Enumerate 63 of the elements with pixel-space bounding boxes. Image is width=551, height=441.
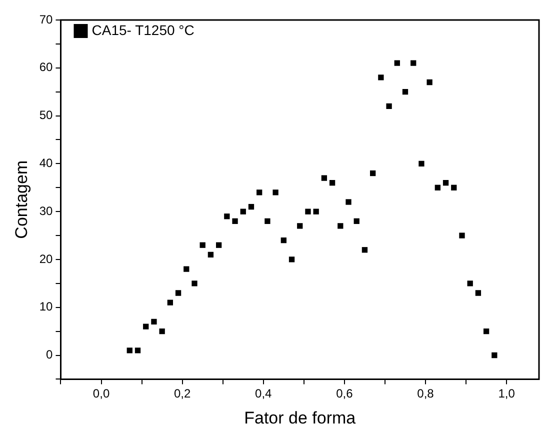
- y-tick-label: 70: [39, 12, 54, 26]
- point: [192, 280, 198, 286]
- point: [159, 328, 165, 334]
- point: [280, 237, 286, 244]
- point: [297, 223, 303, 229]
- y-axis-title: Contagem: [12, 160, 31, 239]
- point: [329, 180, 336, 186]
- point: [208, 252, 214, 258]
- point: [305, 208, 311, 214]
- point: [492, 352, 498, 358]
- point: [321, 175, 328, 181]
- point: [426, 79, 432, 86]
- y-tick-label: 30: [39, 204, 54, 218]
- point: [362, 247, 368, 253]
- point: [264, 218, 270, 224]
- point: [418, 160, 424, 167]
- point: [346, 199, 352, 205]
- point: [167, 300, 174, 306]
- point: [459, 232, 465, 238]
- point: [272, 190, 278, 196]
- point: [338, 223, 344, 229]
- point: [378, 74, 384, 80]
- y-tick-label: 10: [39, 300, 54, 314]
- point: [256, 190, 262, 196]
- point: [410, 60, 416, 66]
- point: [386, 103, 392, 110]
- point: [216, 242, 222, 248]
- x-tick-label: 0,4: [255, 386, 272, 401]
- point: [143, 324, 149, 330]
- point: [434, 184, 441, 190]
- point: [394, 60, 400, 66]
- x-tick-label: 1,0: [498, 386, 516, 401]
- point: [184, 266, 190, 272]
- y-tick-label: 60: [39, 60, 54, 74]
- point: [483, 328, 490, 334]
- point: [475, 290, 482, 296]
- point: [451, 184, 457, 190]
- point: [442, 180, 449, 186]
- point: [232, 218, 238, 224]
- point: [288, 256, 295, 262]
- point: [175, 290, 182, 296]
- x-tick-label: 0,6: [336, 386, 354, 401]
- point: [467, 280, 473, 286]
- point: [313, 208, 319, 214]
- point: [126, 348, 132, 354]
- point: [240, 208, 246, 214]
- point: [402, 89, 408, 95]
- point: [151, 318, 157, 325]
- point: [248, 204, 254, 210]
- point: [200, 242, 206, 248]
- y-tick-label: 50: [39, 108, 54, 122]
- x-tick-label: 0,8: [417, 386, 434, 401]
- y-tick-label: 20: [39, 252, 54, 266]
- y-tick-label: 0: [46, 348, 54, 362]
- y-tick-label: 40: [39, 156, 54, 170]
- point: [134, 348, 141, 354]
- point: [370, 170, 376, 176]
- x-axis-title: Fator de forma: [244, 408, 356, 428]
- point: [224, 214, 230, 220]
- x-tick-label: 0,0: [92, 386, 110, 401]
- legend-label: CA15- T1250 °C: [92, 22, 194, 38]
- x-tick-label: 0,2: [174, 386, 191, 401]
- point: [354, 218, 360, 224]
